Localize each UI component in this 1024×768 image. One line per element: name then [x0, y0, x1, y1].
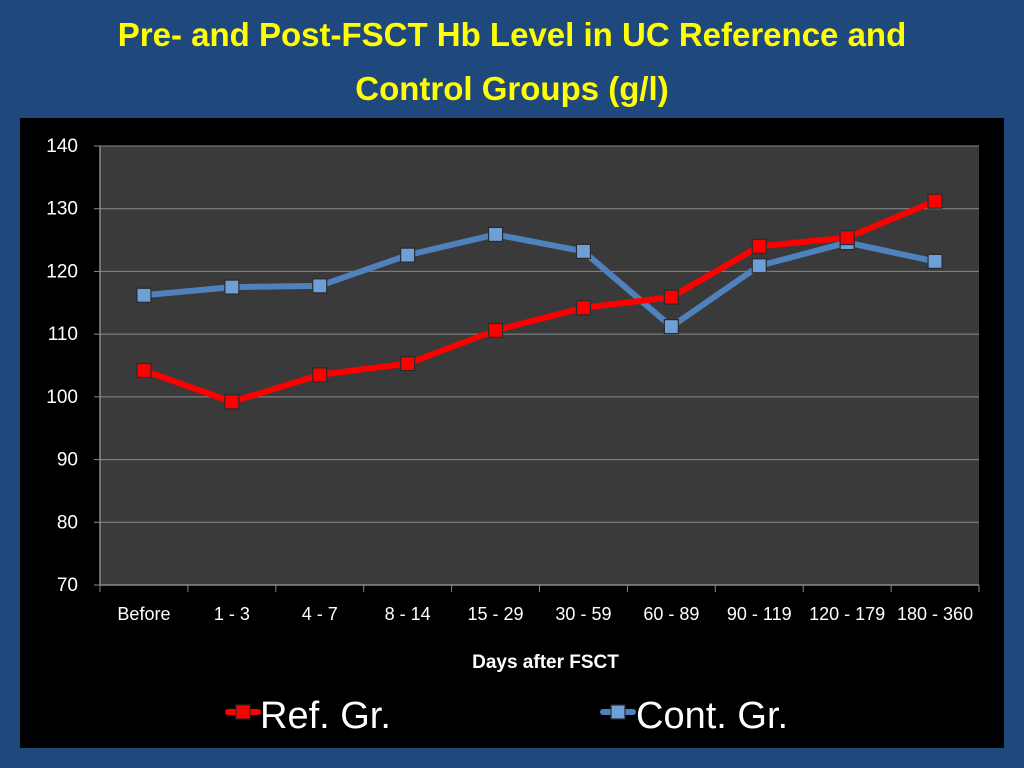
data-point-cont	[751, 258, 767, 274]
x-tick-label: 120 - 179	[809, 604, 885, 624]
y-tick-label: 90	[57, 450, 78, 471]
data-point-cont	[927, 253, 943, 269]
chart-panel: 70 80 90 100 110 120 130 140 Before 1 - 3 4 - 7 8 -…	[20, 118, 1004, 748]
data-point-cont	[224, 279, 240, 295]
legend-marker-cont	[610, 704, 626, 720]
data-point-ref	[839, 229, 855, 246]
y-tick-label: 130	[46, 199, 78, 220]
title-line-2: Control Groups (g/l)	[355, 70, 669, 107]
x-tick-label: 8 - 14	[385, 604, 431, 624]
legend-label-cont: Cont. Gr.	[636, 695, 788, 737]
data-point-ref	[927, 193, 943, 209]
x-tick-label: Before	[117, 604, 170, 624]
data-point-cont	[400, 247, 416, 263]
data-point-ref	[136, 362, 152, 379]
y-tick-label: 70	[57, 575, 78, 596]
slide-title: Pre- and Post-FSCT Hb Level in UC Refere…	[0, 8, 1024, 116]
data-point-ref	[400, 356, 416, 372]
data-point-ref	[487, 322, 504, 338]
x-tick-label: 60 - 89	[643, 604, 699, 624]
data-point-cont	[487, 226, 504, 243]
y-tick-label: 120	[46, 261, 78, 282]
x-axis-title: Days after FSCT	[472, 652, 619, 673]
data-point-cont	[312, 278, 328, 294]
data-point-ref	[224, 394, 240, 410]
data-point-ref	[312, 367, 328, 383]
y-tick-label: 80	[57, 512, 78, 533]
y-tick-label: 140	[46, 136, 78, 157]
data-point-cont	[575, 243, 592, 259]
x-tick-label: 180 - 360	[897, 604, 973, 624]
data-point-ref	[663, 289, 679, 305]
data-point-ref	[751, 238, 767, 254]
x-tick-label: 30 - 59	[555, 604, 611, 624]
x-tick-label: 15 - 29	[468, 604, 524, 624]
data-point-ref	[575, 300, 592, 316]
series-line-cont	[140, 231, 939, 330]
series-line-ref	[140, 198, 939, 405]
x-tick-label: 1 - 3	[214, 604, 250, 624]
legend-label-ref: Ref. Gr.	[260, 695, 391, 737]
legend-marker-ref	[235, 704, 251, 720]
data-point-cont	[136, 287, 152, 303]
title-line-1: Pre- and Post-FSCT Hb Level in UC Refere…	[117, 16, 907, 53]
y-tick-label: 100	[46, 387, 78, 408]
line-chart: 70 80 90 100 110 120 130 140 Before 1 - 3 4 - 7 8 -…	[46, 136, 980, 737]
x-tick-label: 4 - 7	[302, 604, 338, 624]
y-tick-label: 110	[48, 324, 78, 345]
data-point-cont	[663, 319, 679, 335]
plot-area	[100, 146, 979, 585]
x-tick-label: 90 - 119	[727, 604, 792, 624]
